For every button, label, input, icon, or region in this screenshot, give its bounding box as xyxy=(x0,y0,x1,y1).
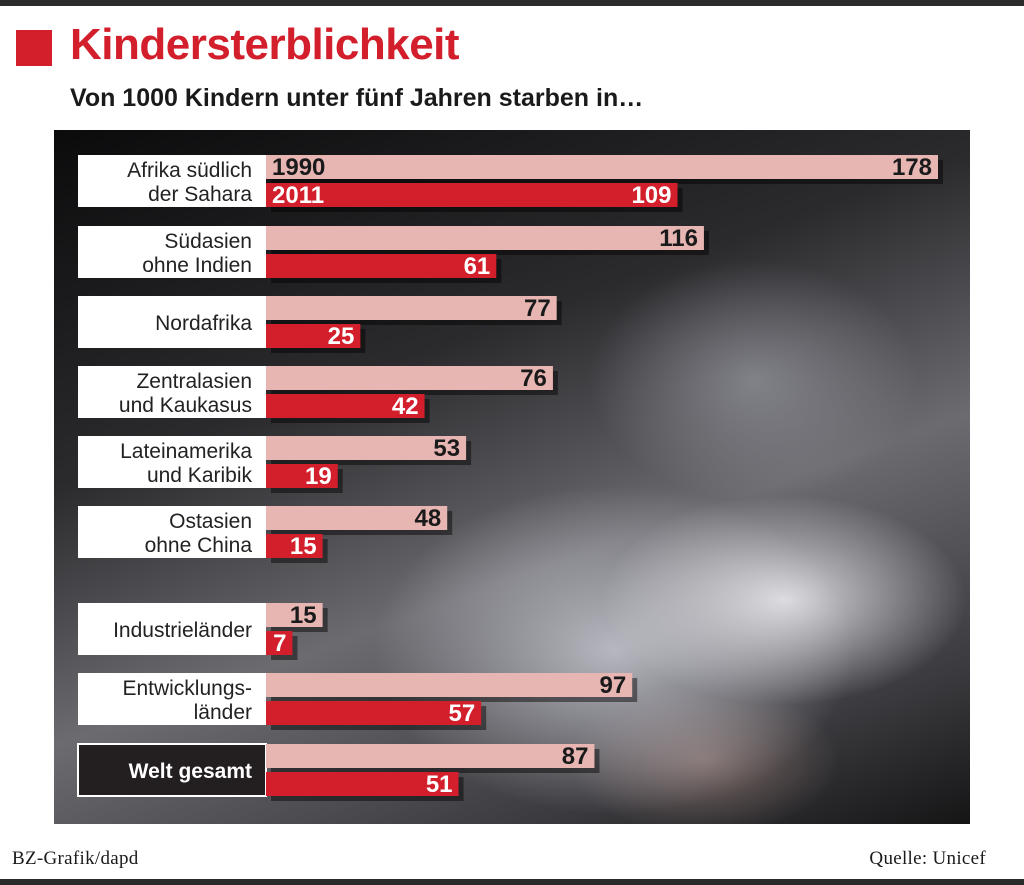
bar-1990-value-label: 97 xyxy=(599,672,626,699)
data-source: Quelle: Unicef xyxy=(869,848,986,869)
category-label: Zentralasien xyxy=(136,370,252,393)
bar-1990 xyxy=(266,296,557,320)
bar-2011-value-label: 15 xyxy=(290,533,317,560)
bar-1990-value-label: 178 xyxy=(892,154,932,181)
category-label: Südasien xyxy=(164,230,252,253)
bar-1990-value-label: 77 xyxy=(524,295,551,322)
category-label-box xyxy=(78,673,266,725)
bar-1990-value-label: 116 xyxy=(659,225,698,252)
bar-2011-value-label: 25 xyxy=(328,323,355,350)
chart-photo-panel: Afrika südlich der Sahara 178 1990 109 2011 Sü… xyxy=(54,130,970,824)
category-label: der Sahara xyxy=(148,183,252,206)
bar-2011 xyxy=(266,394,425,418)
category-label: ohne Indien xyxy=(142,254,252,277)
category-label: und Karibik xyxy=(147,464,253,487)
bar-1990-value-label: 53 xyxy=(433,435,460,462)
bar-1990 xyxy=(266,673,633,697)
category-label-box xyxy=(78,226,266,278)
chart-subtitle: Von 1000 Kindern unter fünf Jahren starb… xyxy=(70,84,644,112)
bar-1990 xyxy=(266,436,467,460)
category-label-box xyxy=(78,155,266,207)
bottom-rule xyxy=(0,879,1024,885)
bar-2011 xyxy=(266,324,361,348)
bar-1990 xyxy=(266,226,704,250)
bar-1990 xyxy=(266,506,448,530)
bar-1990-value-label: 87 xyxy=(562,743,589,770)
bar-2011 xyxy=(266,631,293,655)
bar-2011 xyxy=(266,701,482,725)
category-label: Lateinamerika xyxy=(120,440,252,463)
category-label: länder xyxy=(194,701,252,724)
category-label: Nordafrika xyxy=(155,312,252,335)
bar-1990 xyxy=(266,366,553,390)
category-label-box xyxy=(78,603,266,655)
top-rule xyxy=(0,0,1024,6)
category-label-box xyxy=(78,506,266,558)
category-label: Ostasien xyxy=(169,510,252,533)
bar-1990 xyxy=(266,744,595,768)
category-label: Industrieländer xyxy=(113,619,252,642)
category-label: Welt gesamt xyxy=(129,760,252,783)
series-name-2011: 2011 xyxy=(272,182,324,209)
bar-1990-value-label: 15 xyxy=(290,602,317,629)
series-name-1990: 1990 xyxy=(272,154,325,181)
bar-2011-value-label: 42 xyxy=(392,393,419,420)
category-label: Afrika südlich xyxy=(127,159,252,182)
bar-2011 xyxy=(266,254,497,278)
category-label-box xyxy=(77,743,267,797)
category-label: ohne China xyxy=(145,534,253,557)
bar-1990 xyxy=(266,155,938,179)
bar-2011-value-label: 109 xyxy=(631,182,671,209)
bar-2011-value-label: 57 xyxy=(448,700,475,727)
bar-1990-value-label: 48 xyxy=(415,505,442,532)
bar-2011-value-label: 51 xyxy=(426,771,453,798)
bar-2011-value-label: 61 xyxy=(464,253,491,280)
bar-2011-value-label: 19 xyxy=(305,463,332,490)
bar-2011-value-label: 7 xyxy=(273,630,286,657)
category-label-box xyxy=(78,296,266,348)
bar-1990-value-label: 76 xyxy=(520,365,547,392)
graphic-credit: BZ-Grafik/dapd xyxy=(12,848,139,869)
bar-2011 xyxy=(266,772,459,796)
bar-2011 xyxy=(266,534,323,558)
category-label-box xyxy=(78,436,266,488)
bar-2011 xyxy=(266,464,338,488)
title-marker xyxy=(16,30,52,66)
bar-2011 xyxy=(266,183,678,207)
category-label: Entwicklungs- xyxy=(122,677,252,700)
bar-1990 xyxy=(266,603,323,627)
category-label-box xyxy=(78,366,266,418)
chart-title: Kindersterblichkeit xyxy=(70,20,460,69)
category-label: und Kaukasus xyxy=(119,394,252,417)
